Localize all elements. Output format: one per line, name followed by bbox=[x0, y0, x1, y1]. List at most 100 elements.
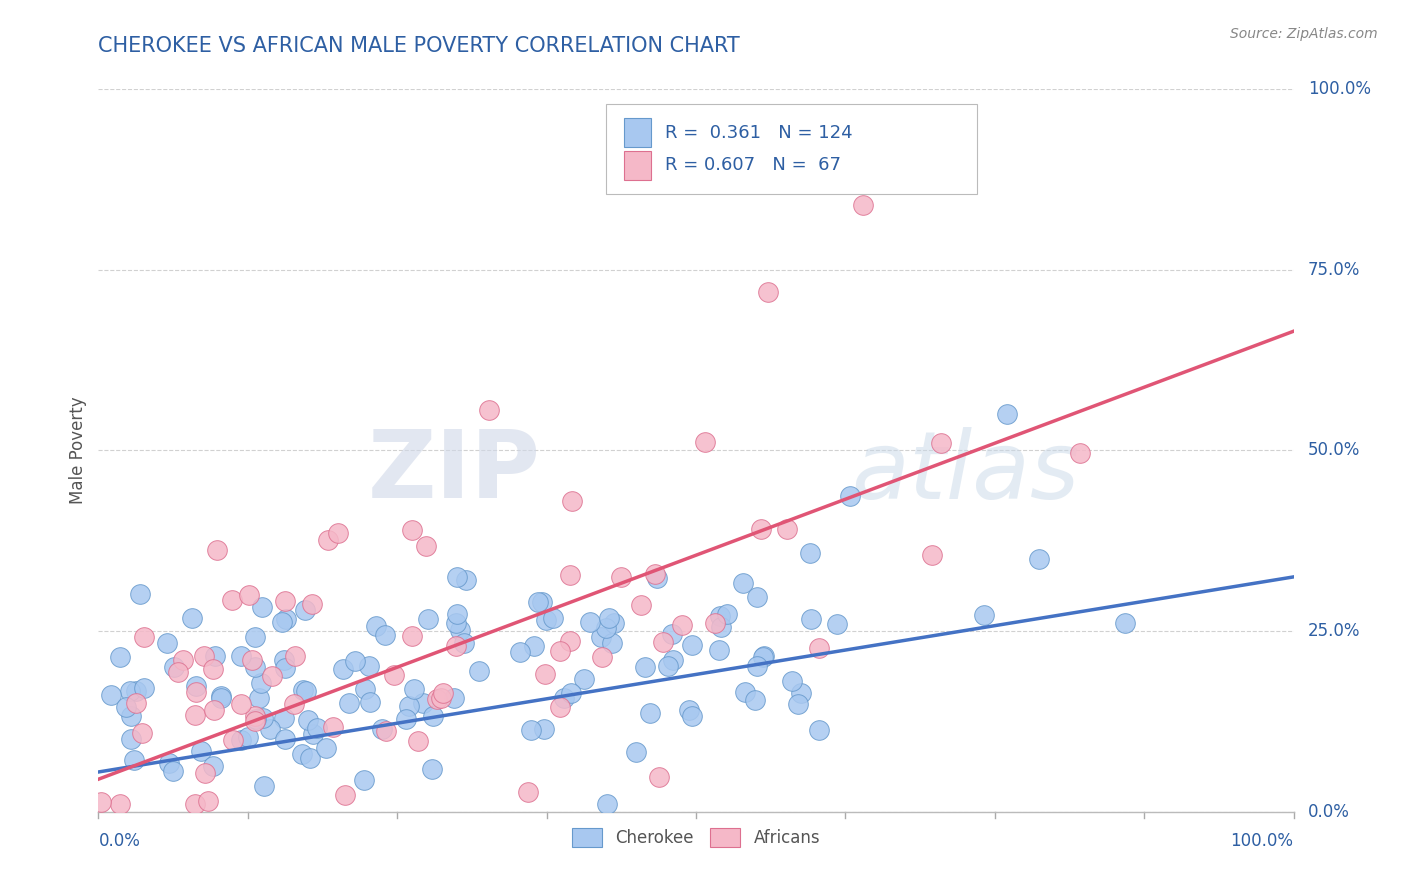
Point bbox=[595, 797, 617, 812]
Point bbox=[534, 613, 557, 627]
Point bbox=[357, 658, 380, 673]
Point bbox=[634, 660, 657, 674]
Point bbox=[1028, 552, 1050, 566]
Point bbox=[574, 672, 596, 686]
Point bbox=[243, 660, 266, 674]
Text: 0.0%: 0.0% bbox=[98, 832, 141, 850]
Point bbox=[207, 542, 229, 557]
Point bbox=[790, 686, 813, 700]
Point bbox=[598, 611, 620, 625]
Point bbox=[90, 795, 112, 809]
Point bbox=[163, 660, 186, 674]
Point bbox=[710, 619, 733, 633]
Text: 0.0%: 0.0% bbox=[1308, 803, 1350, 821]
Point bbox=[343, 654, 366, 668]
Point bbox=[221, 593, 243, 607]
Point bbox=[238, 588, 260, 602]
Point bbox=[786, 697, 808, 711]
Point bbox=[751, 649, 773, 664]
Point bbox=[382, 668, 405, 682]
Point bbox=[374, 723, 396, 738]
Point bbox=[120, 708, 142, 723]
Point bbox=[426, 692, 449, 706]
Point bbox=[645, 570, 668, 584]
Point bbox=[558, 568, 581, 582]
Point bbox=[302, 726, 325, 740]
Point bbox=[662, 653, 685, 667]
Point bbox=[603, 616, 626, 631]
Legend: Cherokee, Africans: Cherokee, Africans bbox=[565, 822, 827, 854]
Point bbox=[118, 683, 141, 698]
FancyBboxPatch shape bbox=[606, 103, 977, 194]
Point bbox=[371, 723, 394, 737]
Point bbox=[395, 712, 418, 726]
Point bbox=[115, 700, 138, 714]
Point bbox=[401, 524, 423, 538]
Point bbox=[752, 648, 775, 663]
Point bbox=[561, 494, 583, 508]
Point bbox=[678, 703, 700, 717]
Point bbox=[624, 745, 647, 759]
Point bbox=[1069, 446, 1091, 460]
Point bbox=[298, 750, 321, 764]
Point bbox=[125, 696, 148, 710]
Point bbox=[211, 691, 233, 706]
Point bbox=[274, 593, 297, 607]
Point bbox=[402, 682, 425, 697]
Point bbox=[186, 679, 208, 693]
Point bbox=[973, 607, 995, 622]
Point bbox=[432, 686, 454, 700]
Point bbox=[190, 744, 212, 758]
Point bbox=[167, 665, 190, 679]
Point bbox=[305, 721, 328, 735]
Point bbox=[657, 659, 679, 673]
Point bbox=[204, 649, 226, 664]
Point bbox=[260, 669, 283, 683]
Point bbox=[644, 566, 666, 581]
Point bbox=[523, 640, 546, 654]
Text: 25.0%: 25.0% bbox=[1308, 622, 1361, 640]
Point bbox=[509, 645, 531, 659]
Point bbox=[401, 629, 423, 643]
Point bbox=[274, 612, 297, 626]
Point bbox=[183, 797, 205, 812]
Point bbox=[450, 623, 472, 637]
Point bbox=[110, 649, 132, 664]
Point bbox=[731, 576, 754, 591]
Point bbox=[124, 684, 146, 698]
Point bbox=[354, 681, 377, 696]
Point bbox=[122, 753, 145, 767]
Text: R = 0.607   N =  67: R = 0.607 N = 67 bbox=[665, 156, 841, 174]
Point bbox=[172, 653, 194, 667]
Text: R =  0.361   N = 124: R = 0.361 N = 124 bbox=[665, 124, 852, 142]
Point bbox=[825, 616, 848, 631]
Point bbox=[271, 615, 294, 629]
Point bbox=[222, 733, 245, 747]
Point bbox=[274, 732, 297, 747]
FancyBboxPatch shape bbox=[624, 151, 651, 179]
Point bbox=[681, 708, 703, 723]
Text: 75.0%: 75.0% bbox=[1308, 260, 1360, 279]
Point bbox=[374, 628, 396, 642]
Point bbox=[807, 723, 830, 737]
Point bbox=[316, 533, 339, 548]
Point bbox=[776, 522, 799, 536]
Point bbox=[560, 633, 582, 648]
Point bbox=[259, 723, 281, 737]
Point bbox=[129, 586, 152, 600]
Point bbox=[180, 611, 202, 625]
Point bbox=[134, 630, 156, 644]
Point bbox=[238, 730, 260, 744]
Point bbox=[273, 710, 295, 724]
Point bbox=[406, 734, 429, 748]
Point bbox=[294, 603, 316, 617]
Point bbox=[661, 626, 683, 640]
Point bbox=[243, 714, 266, 728]
Point bbox=[548, 700, 571, 714]
Point bbox=[291, 747, 314, 762]
Point bbox=[240, 653, 263, 667]
Point bbox=[193, 648, 215, 663]
Text: atlas: atlas bbox=[852, 426, 1080, 517]
Point bbox=[156, 636, 179, 650]
Point bbox=[530, 595, 553, 609]
